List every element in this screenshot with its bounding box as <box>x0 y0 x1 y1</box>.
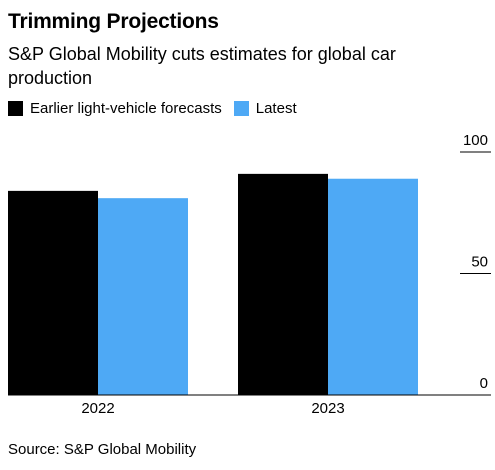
y-tick-label-100: 100 <box>463 132 488 149</box>
bar-2023-latest <box>328 178 418 395</box>
bar-2023-earlier <box>238 173 328 395</box>
legend-item-latest: Latest <box>233 100 297 117</box>
chart-title: Trimming Projections <box>8 10 219 33</box>
y-tick-label-0: 0 <box>480 375 488 392</box>
bar-2022-latest <box>98 198 188 395</box>
chart-subtitle: S&P Global Mobility cuts estimates for g… <box>8 44 396 88</box>
legend-item-earlier: Earlier light-vehicle forecasts <box>8 100 222 117</box>
x-tick-label-2023: 2023 <box>311 400 344 417</box>
legend: Earlier light-vehicle forecasts Latest <box>8 100 309 117</box>
legend-swatch-earlier <box>8 101 23 116</box>
x-axis-labels: 2022 2023 <box>81 400 344 417</box>
bars <box>8 173 418 395</box>
legend-label-earlier: Earlier light-vehicle forecasts <box>30 100 222 117</box>
bar-2022-earlier <box>8 190 98 395</box>
y-tick-label-50: 50 <box>471 254 488 271</box>
source-note: Source: S&P Global Mobility <box>8 441 197 458</box>
legend-swatch-latest <box>233 101 249 116</box>
y-axis: 0 50 100 <box>460 132 491 392</box>
legend-label-latest: Latest <box>255 100 297 117</box>
x-tick-label-2022: 2022 <box>81 400 114 417</box>
